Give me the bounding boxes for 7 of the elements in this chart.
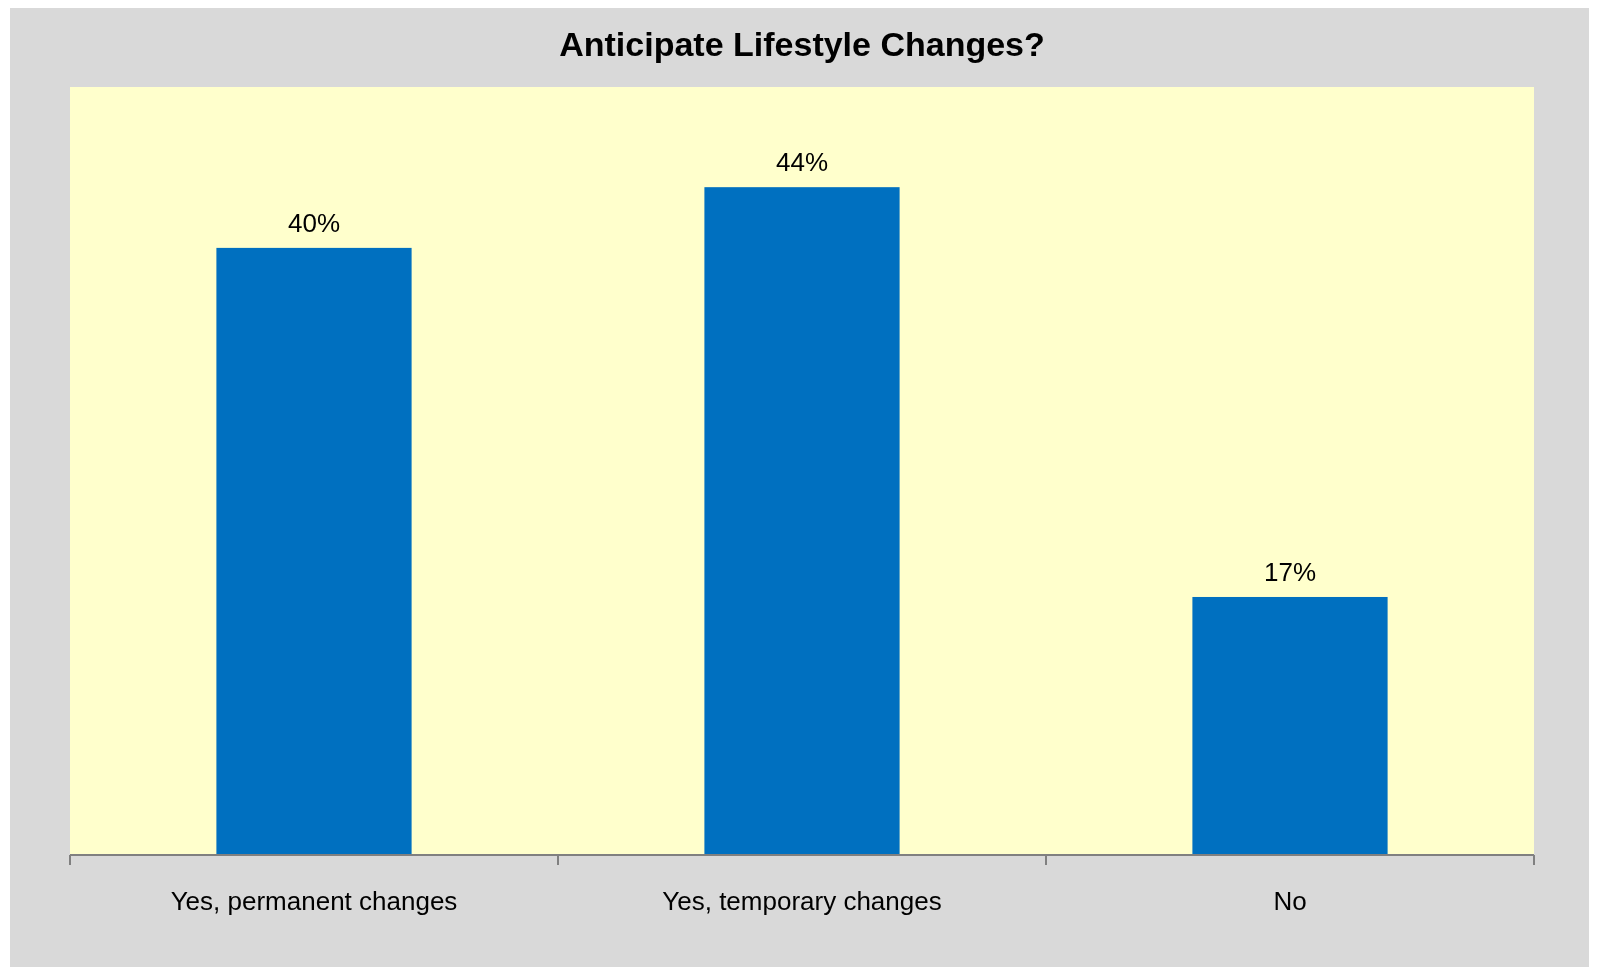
data-label: 44% [775,147,829,178]
x-tick-label: No [1273,886,1307,916]
data-label: 40% [287,207,341,238]
x-tick-label: Yes, temporary changes [662,886,942,916]
chart-title: Anticipate Lifestyle Changes? [559,25,1045,63]
data-label: 17% [1263,556,1317,587]
x-tick-label: Yes, permanent changes [170,886,458,916]
